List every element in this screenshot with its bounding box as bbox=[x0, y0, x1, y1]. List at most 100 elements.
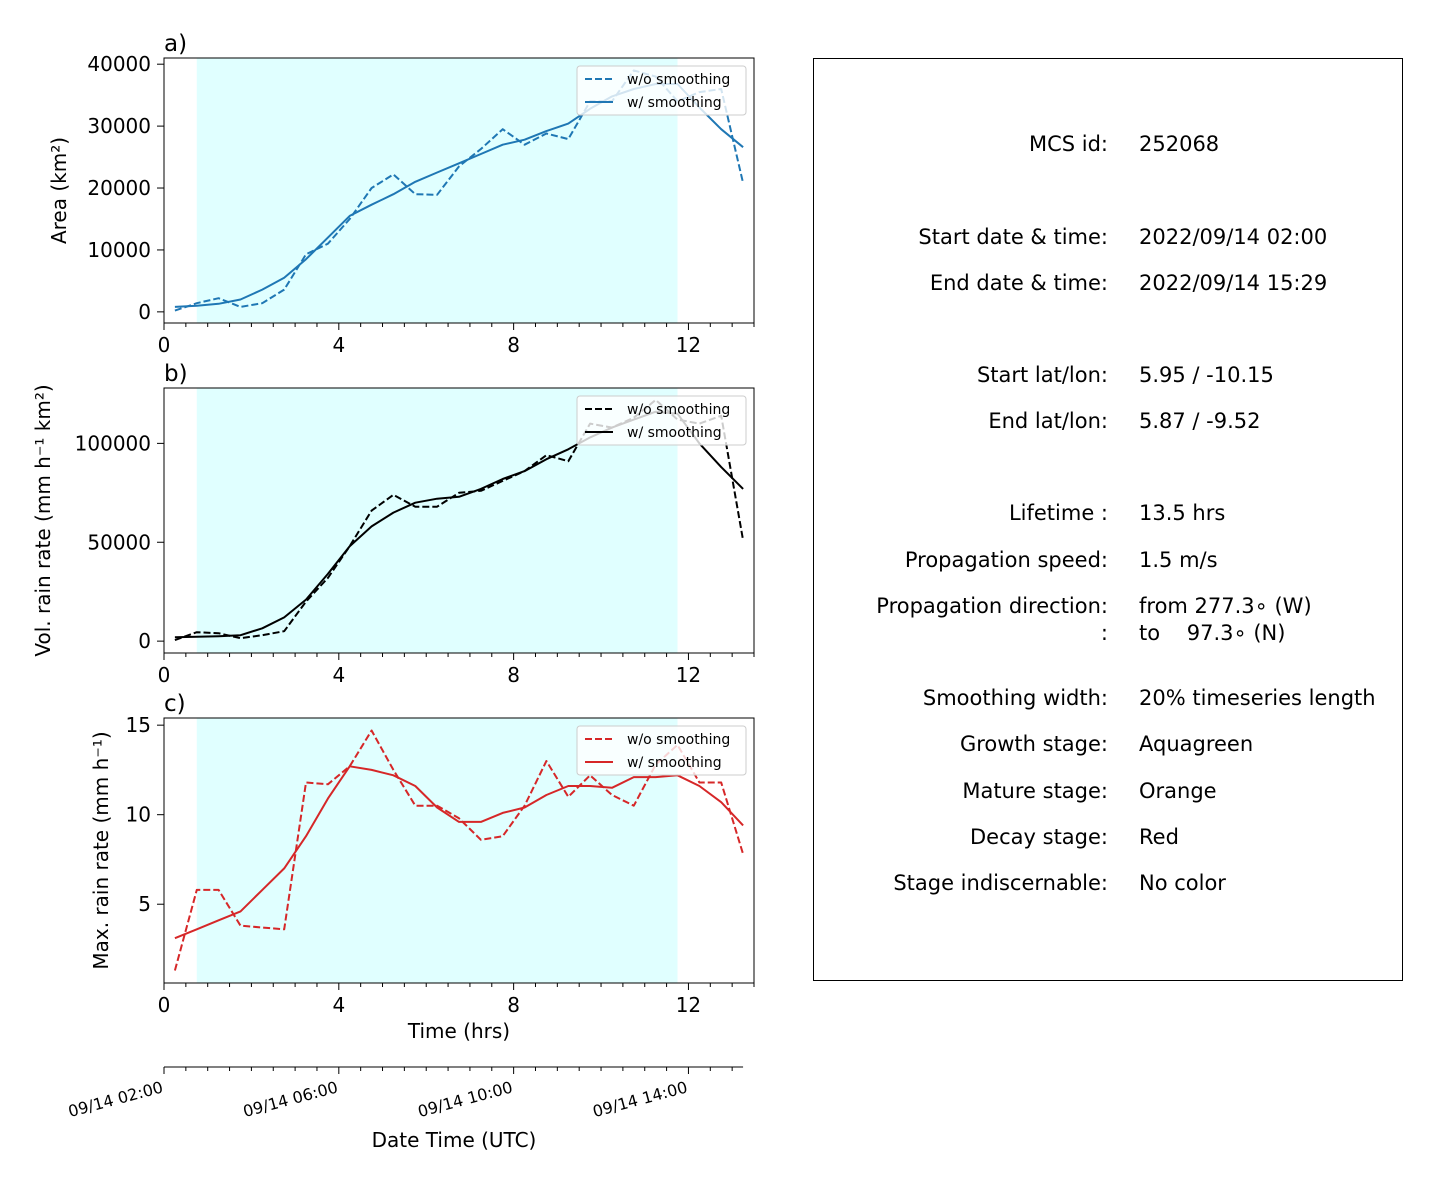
legend: w/o smoothing w/ smoothing bbox=[576, 725, 747, 776]
info-row-mcs-id: MCS id: 252068 bbox=[814, 131, 1404, 157]
x-tick-label: 4 bbox=[332, 663, 345, 687]
start-time-label: Start date & time: bbox=[918, 225, 1108, 249]
decay-label: Decay stage: bbox=[970, 825, 1108, 849]
date-tick-label: 09/14 14:00 bbox=[591, 1078, 690, 1122]
info-row-start-time: Start date & time: 2022/09/14 02:00 bbox=[814, 224, 1404, 250]
info-row-indiscernable: Stage indiscernable: No color bbox=[814, 870, 1404, 896]
date-axis-label: Date Time (UTC) bbox=[372, 1128, 537, 1152]
mcs-info-panel: MCS id: 252068 Start date & time: 2022/0… bbox=[813, 58, 1403, 981]
y-tick-label: 10000 bbox=[87, 238, 151, 262]
y-axis-label: Area (km²) bbox=[47, 137, 71, 244]
info-row-end-time: End date & time: 2022/09/14 15:29 bbox=[814, 270, 1404, 296]
date-tick-label: 09/14 06:00 bbox=[241, 1078, 340, 1122]
y-tick-label: 20000 bbox=[87, 176, 151, 200]
y-tick-label: 30000 bbox=[87, 114, 151, 138]
legend-label: w/ smoothing bbox=[627, 95, 722, 111]
direction-label: Propagation direction: bbox=[876, 594, 1108, 618]
x-tick-label: 12 bbox=[676, 993, 701, 1017]
info-row-end-latlon: End lat/lon: 5.87 / -9.52 bbox=[814, 408, 1404, 434]
legend: w/o smoothing w/ smoothing bbox=[576, 395, 747, 446]
mcs-id-value: 252068 bbox=[1139, 132, 1220, 156]
end-latlon-value: 5.87 / -9.52 bbox=[1139, 409, 1261, 433]
direction-to-label: : bbox=[1100, 621, 1108, 645]
smoothing-value: 20% timeseries length bbox=[1139, 686, 1376, 710]
lifetime-label: Lifetime : bbox=[1008, 501, 1108, 525]
panel-label: a) bbox=[164, 31, 187, 57]
legend-label: w/o smoothing bbox=[627, 732, 730, 748]
panel-area: 0 4 8 12 0 10000 20000 30000 40000 a) Area (km²) w/… bbox=[47, 31, 755, 357]
smoothing-label: Smoothing width: bbox=[922, 686, 1108, 710]
series-line-raw bbox=[174, 398, 745, 642]
info-row-direction: Propagation direction: from 277.3∘ (W) bbox=[814, 593, 1404, 619]
lifetime-value: 13.5 hrs bbox=[1139, 501, 1226, 525]
y-tick-label: 50000 bbox=[87, 530, 151, 554]
growth-label: Growth stage: bbox=[959, 732, 1108, 756]
legend-label: w/o smoothing bbox=[627, 402, 730, 418]
info-row-decay: Decay stage: Red bbox=[814, 824, 1404, 850]
info-row-speed: Propagation speed: 1.5 m/s bbox=[814, 547, 1404, 573]
legend-label: w/o smoothing bbox=[627, 72, 730, 88]
series-line-smoothed bbox=[174, 765, 744, 940]
info-row-start-latlon: Start lat/lon: 5.95 / -10.15 bbox=[814, 362, 1404, 388]
y-tick-label: 10 bbox=[126, 803, 151, 827]
x-tick-label: 12 bbox=[676, 333, 701, 357]
speed-value: 1.5 m/s bbox=[1139, 548, 1218, 572]
mature-value: Orange bbox=[1139, 779, 1217, 803]
y-tick-label: 15 bbox=[126, 713, 151, 737]
info-row-mature: Mature stage: Orange bbox=[814, 778, 1404, 804]
panel-label: b) bbox=[164, 361, 188, 387]
plot-frame bbox=[163, 717, 755, 984]
panel-label: c) bbox=[164, 691, 186, 717]
legend-box bbox=[576, 725, 747, 776]
series-line-raw bbox=[173, 729, 745, 971]
x-tick-label: 8 bbox=[507, 993, 520, 1017]
y-tick-label: 5 bbox=[138, 892, 151, 916]
y-tick-label: 0 bbox=[138, 300, 151, 324]
x-tick-label: 0 bbox=[158, 993, 171, 1017]
indiscernable-value: No color bbox=[1139, 871, 1226, 895]
legend-box bbox=[576, 395, 747, 446]
end-time-label: End date & time: bbox=[929, 271, 1108, 295]
direction-from-value: from 277.3∘ (W) bbox=[1139, 594, 1312, 618]
end-latlon-label: End lat/lon: bbox=[988, 409, 1108, 433]
start-latlon-label: Start lat/lon: bbox=[976, 363, 1108, 387]
end-time-value: 2022/09/14 15:29 bbox=[1139, 271, 1328, 295]
x-tick-label: 0 bbox=[158, 663, 171, 687]
x-tick-label: 8 bbox=[507, 333, 520, 357]
indiscernable-label: Stage indiscernable: bbox=[893, 871, 1108, 895]
date-tick-label: 09/14 02:00 bbox=[66, 1078, 165, 1122]
y-tick-label: 100000 bbox=[75, 431, 151, 455]
legend: w/o smoothing w/ smoothing bbox=[576, 65, 747, 116]
decay-value: Red bbox=[1139, 825, 1179, 849]
legend-box bbox=[576, 65, 747, 116]
panel-max-rain: 0 4 8 12 5 10 15 c) Max. rain rate (mm h⁻¹) Time … bbox=[89, 691, 755, 1043]
legend-label: w/ smoothing bbox=[627, 425, 722, 441]
mature-label: Mature stage: bbox=[962, 779, 1108, 803]
x-tick-label: 8 bbox=[507, 663, 520, 687]
y-tick-label: 0 bbox=[138, 629, 151, 653]
growth-value: Aquagreen bbox=[1139, 732, 1254, 756]
info-row-smoothing: Smoothing width: 20% timeseries length bbox=[814, 685, 1404, 711]
date-time-axis: 09/14 02:00 09/14 06:00 09/14 10:00 09/14 1… bbox=[66, 1066, 744, 1152]
x-tick-label: 4 bbox=[332, 333, 345, 357]
mcs-id-label: MCS id: bbox=[1028, 132, 1108, 156]
panel-volume-rain: 0 4 8 12 0 50000 100000 b) Vol. rain rate (mm h⁻… bbox=[31, 361, 755, 687]
plot-frame bbox=[163, 387, 755, 654]
y-axis-label: Vol. rain rate (mm h⁻¹ km²) bbox=[31, 384, 55, 656]
x-tick-label: 0 bbox=[158, 333, 171, 357]
start-latlon-value: 5.95 / -10.15 bbox=[1139, 363, 1274, 387]
y-tick-label: 40000 bbox=[87, 52, 151, 76]
start-time-value: 2022/09/14 02:00 bbox=[1139, 225, 1328, 249]
y-axis-label: Max. rain rate (mm h⁻¹) bbox=[89, 731, 113, 969]
info-row-direction-to: : to 97.3∘ (N) bbox=[814, 620, 1404, 646]
legend-label: w/ smoothing bbox=[627, 755, 722, 771]
speed-label: Propagation speed: bbox=[904, 548, 1108, 572]
info-row-growth: Growth stage: Aquagreen bbox=[814, 731, 1404, 757]
date-tick-label: 09/14 10:00 bbox=[416, 1078, 515, 1122]
x-axis-label: Time (hrs) bbox=[407, 1019, 510, 1043]
x-tick-label: 12 bbox=[676, 663, 701, 687]
direction-to-value: to 97.3∘ (N) bbox=[1139, 621, 1286, 645]
info-row-lifetime: Lifetime : 13.5 hrs bbox=[814, 500, 1404, 526]
plot-frame bbox=[163, 57, 755, 324]
